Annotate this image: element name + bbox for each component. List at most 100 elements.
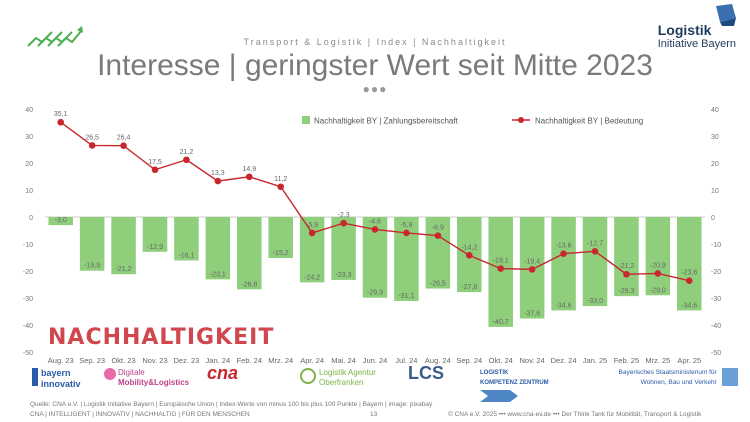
legend-label-line: Nachhaltigkeit BY | Bedeutung — [535, 117, 643, 126]
line-label: -19,4 — [524, 258, 540, 265]
x-tick-label: Jan. 25 — [583, 356, 608, 365]
bar — [645, 217, 671, 296]
x-tick-label: Nov. 24 — [519, 356, 544, 365]
footer-left: CNA | INTELLIGENT | INNOVATIV | NACHHALT… — [30, 411, 250, 418]
line-label: -20,9 — [650, 262, 666, 269]
y-tick-right: -20 — [711, 269, 721, 276]
bar-label: -29,0 — [650, 287, 666, 294]
x-tick-label: Nov. 23 — [142, 356, 167, 365]
line-label: -2,3 — [338, 212, 350, 219]
line-point — [183, 156, 190, 164]
line-point — [465, 252, 473, 259]
x-tick-label: Feb. 24 — [237, 356, 262, 365]
y-tick-left: -50 — [23, 350, 33, 357]
y-tick-left: -40 — [23, 323, 33, 330]
bar-label: -26,8 — [241, 281, 257, 288]
bar-label: -21,2 — [116, 266, 132, 273]
line-label: -21,2 — [618, 263, 634, 270]
logo-digitale-mobility: Digitale Mobility&Logistics — [104, 368, 194, 398]
y-tick-left: 30 — [25, 134, 33, 141]
bar-label: -24,2 — [304, 274, 320, 281]
partner-logos: bayern innovativ Digitale Mobility&Logisti… — [0, 364, 750, 402]
line-point — [685, 277, 693, 285]
bar-label: -34,6 — [681, 302, 697, 309]
stripes-icon — [480, 390, 518, 402]
bar — [237, 217, 262, 290]
line-label: 14,9 — [242, 166, 256, 173]
x-tick-label: Sep. 24 — [456, 356, 482, 365]
bar-label: -37,6 — [524, 311, 540, 318]
bar-label: -19,9 — [84, 263, 100, 270]
line-point — [308, 229, 316, 237]
logo-logistik-kompetenz-zentrum: LOGISTIK KOMPETENZ ZENTRUM — [480, 368, 570, 402]
line-label: -19,1 — [493, 258, 509, 265]
line-label: -5,9 — [306, 222, 318, 229]
bar-label: -33,0 — [587, 298, 603, 305]
y-tick-right: 30 — [711, 134, 719, 141]
x-tick-label: Mai. 24 — [331, 356, 356, 365]
line-point — [654, 270, 662, 277]
x-tick-label: Apr. 24 — [300, 356, 324, 365]
bar-label: -15,2 — [273, 250, 289, 257]
x-tick-label: Aug. 24 — [425, 356, 451, 365]
footer-page: 13 — [370, 411, 378, 418]
brand-line2: Initiative Bayern — [657, 38, 736, 50]
bar-label: -23,3 — [336, 272, 352, 279]
chart: 40 40 30 30 20 20 10 10 0 0 -10 -10 -20 -20 -30 -30 -40 -… — [23, 107, 721, 365]
y-tick-right: -40 — [711, 323, 721, 330]
bavarian-crest-icon — [722, 368, 738, 386]
line-label: -4,6 — [369, 218, 381, 225]
logo-logistik-agentur: Logistik Agentur Oberfranken — [300, 368, 390, 398]
brand-line1: Logistik — [657, 22, 712, 38]
line-label: 26,5 — [85, 134, 99, 141]
y-tick-left: -30 — [23, 296, 33, 303]
x-tick-label: Dez. 23 — [173, 356, 199, 365]
line-label: -23,6 — [681, 270, 697, 277]
bar — [582, 217, 608, 307]
line-label: 17,5 — [148, 159, 162, 166]
bar — [488, 217, 513, 327]
x-tick-label: Jul. 24 — [395, 356, 417, 365]
line-label: -6,9 — [432, 225, 444, 232]
bar — [677, 217, 702, 311]
bar-label: -31,1 — [398, 293, 414, 300]
bar-label: -34,6 — [556, 302, 572, 309]
cube-icon — [716, 4, 736, 26]
bar-label: -29,3 — [618, 288, 634, 295]
bar-label: -40,7 — [493, 319, 509, 326]
footer-source: Quelle: CNA e.V. | Logistik Initiative B… — [30, 401, 433, 408]
bar-label: -3,0 — [55, 217, 67, 224]
line-point — [277, 183, 285, 191]
line-point — [497, 265, 505, 272]
y-tick-left: -20 — [23, 269, 33, 276]
line-point — [151, 166, 159, 174]
line-label: 26,4 — [117, 135, 131, 142]
bar-label: -26,5 — [430, 281, 446, 288]
bar-label: -29,9 — [367, 290, 383, 297]
y-tick-right: 10 — [711, 188, 719, 195]
y-tick-right: 40 — [711, 107, 719, 114]
footer-right: © CNA e.V. 2025 ••• www.cna-ev.de ••• De… — [448, 411, 702, 418]
legend-marker — [518, 117, 524, 123]
line-point — [434, 232, 442, 239]
line-point — [340, 219, 347, 227]
bar — [142, 217, 168, 252]
bar-label: -23,1 — [210, 271, 226, 278]
bar — [268, 217, 293, 259]
line-label: -5,9 — [400, 222, 412, 229]
x-tick-label: Apr. 25 — [677, 356, 701, 365]
bar-label: -12,9 — [147, 244, 163, 251]
bar-label: -16,1 — [178, 252, 194, 259]
title-dots: ●●● — [362, 82, 388, 96]
bar — [48, 217, 73, 226]
line-label: 13,3 — [211, 170, 225, 177]
y-tick-right: 20 — [711, 161, 719, 168]
legend-swatch-bars — [302, 116, 310, 124]
bar — [79, 217, 105, 271]
line-point — [120, 142, 127, 150]
page-title: Interesse | geringster Wert seit Mitte 2… — [97, 49, 653, 82]
y-tick-right: 0 — [711, 215, 715, 222]
y-tick-left: 20 — [25, 161, 33, 168]
line-point — [403, 229, 410, 237]
logo-staatsministerium: Bayerisches Staatsministerium für Wohnen,… — [588, 368, 738, 398]
